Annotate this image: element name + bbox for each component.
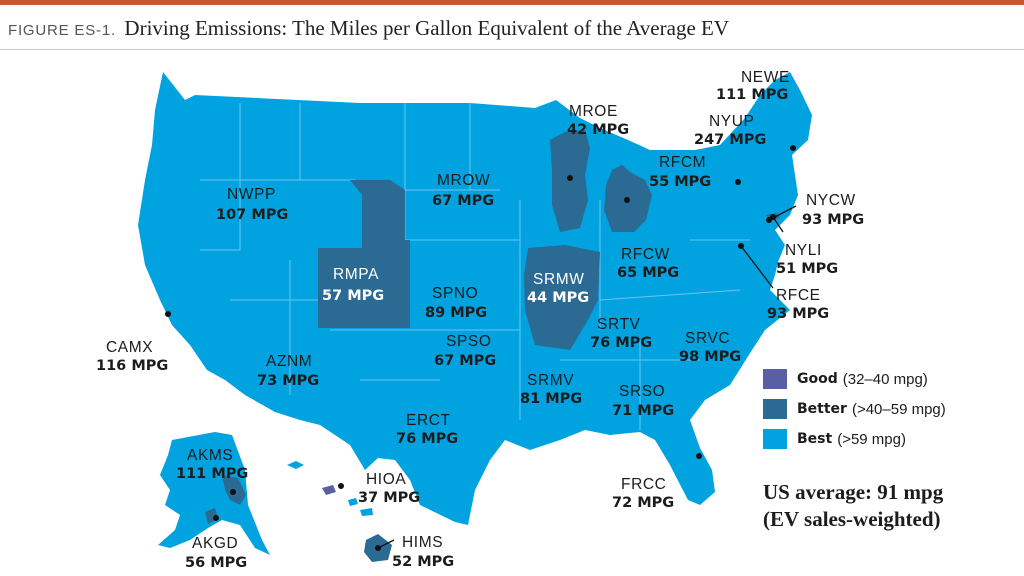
hawaii-islands: [287, 461, 392, 562]
legend-swatch-best: [763, 429, 787, 449]
region-value-newe: 111 MPG: [716, 87, 788, 103]
region-code-akgd: AKGD: [192, 535, 238, 552]
legend-range-good: (32–40 mpg): [842, 370, 928, 388]
region-code-rfcm: RFCM: [659, 154, 706, 171]
region-value-rfce: 93 MPG: [767, 306, 829, 322]
region-value-rmpa: 57 MPG: [322, 288, 384, 304]
region-value-rfcw: 65 MPG: [617, 265, 679, 281]
figure-label: FIGURE ES-1.: [8, 22, 116, 39]
legend-name-better: Better: [797, 401, 847, 417]
region-value-srvc: 98 MPG: [679, 349, 741, 365]
figure-title: Driving Emissions: The Miles per Gallon …: [124, 16, 730, 40]
region-code-nwpp: NWPP: [227, 186, 276, 203]
legend-swatch-good: [763, 369, 787, 389]
region-value-nyli: 51 MPG: [776, 261, 838, 277]
region-markers: [165, 145, 797, 551]
region-code-nyup: NYUP: [709, 113, 754, 130]
legend-range-better: (>40–59 mpg): [851, 400, 946, 418]
alaska-shape: [158, 432, 270, 555]
legend-item-best: Best (>59 mpg): [763, 428, 946, 450]
region-code-srvc: SRVC: [685, 330, 730, 347]
region-code-erct: ERCT: [406, 412, 451, 429]
legend-item-better: Better (>40–59 mpg): [763, 398, 946, 420]
us-average-value: US average: 91 mpg: [763, 480, 944, 504]
region-value-srmv: 81 MPG: [520, 391, 582, 407]
region-code-mroe: MROE: [569, 103, 618, 120]
region-value-hioa: 37 MPG: [358, 490, 420, 506]
srmw-region: [524, 245, 600, 350]
region-code-newe: NEWE: [741, 69, 790, 86]
region-value-srso: 71 MPG: [612, 403, 674, 419]
region-value-hims: 52 MPG: [392, 554, 454, 570]
legend: Good (32–40 mpg) Better (>40–59 mpg) Bes…: [763, 368, 946, 458]
region-value-camx: 116 MPG: [96, 358, 168, 374]
legend-item-good: Good (32–40 mpg): [763, 368, 946, 390]
us-average-basis: (EV sales-weighted): [763, 507, 941, 531]
region-code-hioa: HIOA: [366, 471, 406, 488]
region-labels: NEWE 111 MPG NYUP 247 MPG MROE 42 MPG RF…: [96, 69, 864, 571]
region-value-frcc: 72 MPG: [612, 495, 674, 511]
akgd-region-south: [205, 508, 218, 524]
region-value-nycw: 93 MPG: [802, 212, 864, 228]
legend-swatch-better: [763, 399, 787, 419]
rmpa-region: [318, 180, 410, 328]
region-code-akms: AKMS: [187, 447, 233, 464]
title-divider: [0, 49, 1024, 50]
region-code-frcc: FRCC: [621, 476, 666, 493]
region-code-nycw: NYCW: [806, 192, 856, 209]
region-value-aznm: 73 MPG: [257, 373, 319, 389]
legend-name-best: Best: [797, 431, 833, 447]
legend-name-good: Good: [797, 371, 838, 387]
region-code-srtv: SRTV: [597, 316, 641, 333]
region-code-camx: CAMX: [106, 339, 153, 356]
region-value-srtv: 76 MPG: [590, 335, 652, 351]
region-value-spno: 89 MPG: [425, 305, 487, 321]
region-code-spno: SPNO: [432, 285, 478, 302]
region-value-akgd: 56 MPG: [185, 555, 247, 571]
region-code-mrow: MROW: [437, 172, 490, 189]
region-code-rmpa: RMPA: [333, 266, 379, 283]
region-value-nyup: 247 MPG: [694, 132, 766, 148]
region-value-rfcm: 55 MPG: [649, 174, 711, 190]
state-boundaries: [200, 103, 750, 430]
region-value-erct: 76 MPG: [396, 431, 458, 447]
top-accent-rule: [0, 0, 1024, 5]
region-code-spso: SPSO: [446, 333, 491, 350]
region-code-srmv: SRMV: [527, 372, 574, 389]
region-value-spso: 67 MPG: [434, 353, 496, 369]
region-code-srmw: SRMW: [533, 271, 584, 288]
legend-range-best: (>59 mpg): [837, 430, 906, 448]
region-value-mrow: 67 MPG: [432, 193, 494, 209]
region-code-rfcw: RFCW: [621, 246, 670, 263]
region-code-nyli: NYLI: [785, 242, 822, 259]
region-code-srso: SRSO: [619, 383, 665, 400]
region-value-mroe: 42 MPG: [567, 122, 629, 138]
region-code-rfce: RFCE: [776, 287, 821, 304]
region-code-aznm: AZNM: [266, 353, 312, 370]
us-average-note: US average: 91 mpg (EV sales-weighted): [763, 479, 943, 533]
region-value-nwpp: 107 MPG: [216, 207, 288, 223]
region-code-hims: HIMS: [402, 534, 443, 551]
figure-header: FIGURE ES-1. Driving Emissions: The Mile…: [8, 16, 729, 41]
region-value-srmw: 44 MPG: [527, 290, 589, 306]
region-value-akms: 111 MPG: [176, 466, 248, 482]
